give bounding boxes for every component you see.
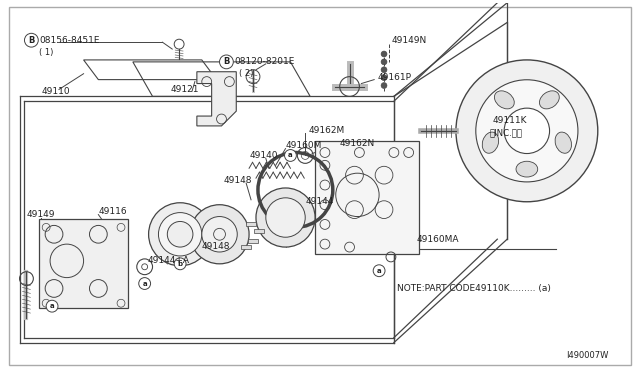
Bar <box>315 141 419 254</box>
Circle shape <box>159 212 202 256</box>
Circle shape <box>381 83 387 89</box>
Circle shape <box>174 258 186 270</box>
Text: B: B <box>28 36 35 45</box>
Bar <box>246 222 256 227</box>
Text: 〈INC.Ⓑ〉: 〈INC.Ⓑ〉 <box>490 128 522 137</box>
Text: 08156-8451E: 08156-8451E <box>39 36 100 45</box>
Bar <box>254 230 264 233</box>
Text: 49149: 49149 <box>26 210 55 219</box>
Text: 49148: 49148 <box>223 176 252 185</box>
Circle shape <box>381 75 387 81</box>
Text: 49161P: 49161P <box>377 73 411 82</box>
Text: ( 1): ( 1) <box>39 48 54 57</box>
Text: a: a <box>50 303 54 309</box>
Circle shape <box>220 55 234 69</box>
Ellipse shape <box>516 161 538 177</box>
Circle shape <box>456 60 598 202</box>
Text: ( 2): ( 2) <box>239 69 253 78</box>
Text: 49160M: 49160M <box>285 141 322 150</box>
Circle shape <box>148 203 212 266</box>
Circle shape <box>256 188 315 247</box>
Text: a: a <box>377 268 381 274</box>
Ellipse shape <box>495 91 515 109</box>
Text: 49162N: 49162N <box>340 139 375 148</box>
Text: a: a <box>142 280 147 286</box>
Text: I490007W: I490007W <box>566 351 609 360</box>
Text: 49121: 49121 <box>170 85 199 94</box>
Circle shape <box>285 150 296 161</box>
Text: 49111K: 49111K <box>492 116 527 125</box>
Circle shape <box>381 51 387 57</box>
Bar <box>248 239 258 243</box>
Text: 08120-8201E: 08120-8201E <box>234 57 294 66</box>
Circle shape <box>24 33 38 47</box>
Polygon shape <box>197 72 236 126</box>
Text: B: B <box>223 57 230 66</box>
Text: NOTE:PART CODE49110K......... (a): NOTE:PART CODE49110K......... (a) <box>397 284 550 293</box>
Text: 49160MA: 49160MA <box>417 235 459 244</box>
Circle shape <box>476 80 578 182</box>
Circle shape <box>202 217 237 252</box>
Text: b: b <box>177 261 182 267</box>
Circle shape <box>381 59 387 65</box>
Circle shape <box>381 67 387 73</box>
Circle shape <box>167 221 193 247</box>
Text: 49144+A: 49144+A <box>148 256 189 265</box>
Circle shape <box>266 198 305 237</box>
Text: 49110: 49110 <box>41 87 70 96</box>
Circle shape <box>373 265 385 277</box>
Text: 49116: 49116 <box>99 207 127 216</box>
Bar <box>241 245 251 249</box>
Circle shape <box>504 108 550 154</box>
Text: 49144: 49144 <box>305 197 333 206</box>
Circle shape <box>46 300 58 312</box>
Ellipse shape <box>555 132 572 153</box>
Circle shape <box>190 205 249 264</box>
Text: 49140: 49140 <box>249 151 278 160</box>
Ellipse shape <box>540 91 559 109</box>
Text: 49148: 49148 <box>202 241 230 251</box>
Text: 49162M: 49162M <box>308 126 344 135</box>
Text: a: a <box>288 153 292 158</box>
Text: 49149N: 49149N <box>392 36 427 45</box>
Ellipse shape <box>482 132 499 153</box>
Circle shape <box>139 278 150 289</box>
Bar <box>39 219 128 308</box>
